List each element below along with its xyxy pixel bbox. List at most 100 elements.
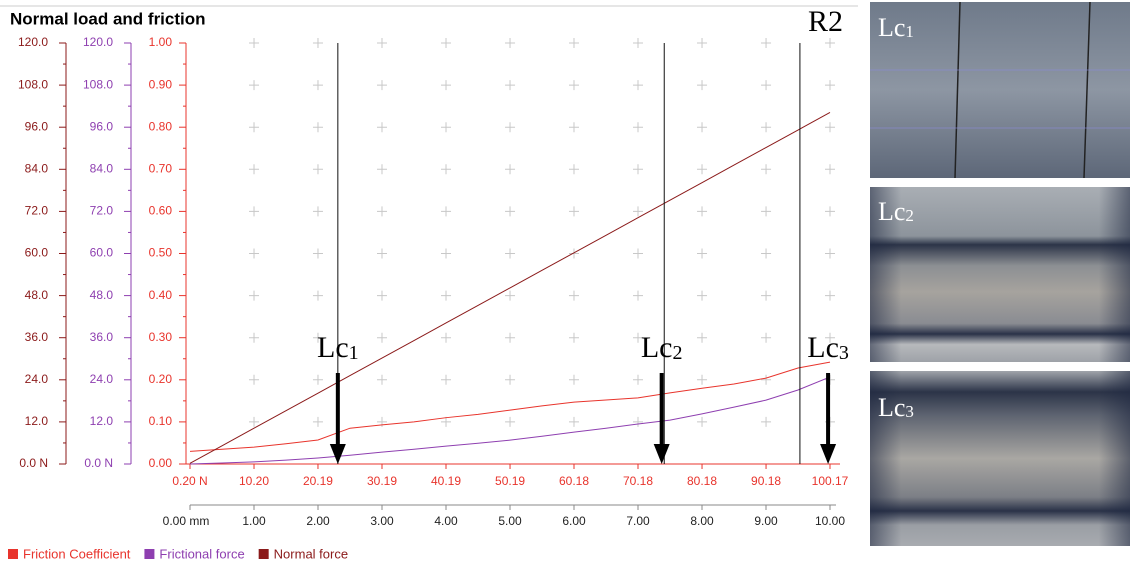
x-tick-label: 80.18: [687, 474, 717, 488]
annotation-sub: 2: [673, 342, 683, 364]
y-tick-label: 0.60: [149, 204, 173, 218]
grid-cross: [505, 164, 516, 175]
annotation-sub: 1: [349, 342, 359, 364]
y-tick-label: 0.0 N: [84, 456, 113, 470]
x-tick-label: 9.00: [754, 514, 778, 528]
x-tick-label: 40.19: [431, 474, 461, 488]
image-label-text: Lc: [878, 197, 905, 226]
grid-cross: [441, 332, 452, 343]
image-label-sub: 3: [905, 402, 914, 421]
grid-cross: [249, 416, 260, 427]
grid-cross: [312, 80, 323, 91]
grid-cross: [441, 416, 452, 427]
y-tick-label: 120.0: [83, 35, 113, 49]
y-tick-label: 84.0: [25, 161, 49, 175]
grid-cross: [249, 164, 260, 175]
legend-swatch: [258, 549, 269, 559]
annotation-text: Lc: [317, 331, 349, 364]
grid-cross: [376, 206, 387, 217]
grid-cross: [761, 332, 772, 343]
grid-cross: [441, 164, 452, 175]
y-tick-label: 96.0: [25, 119, 49, 133]
grid-cross: [441, 290, 452, 301]
legend-label: Frictional force: [159, 546, 244, 561]
grid-cross: [376, 374, 387, 385]
grid-cross: [825, 332, 835, 343]
annotation-arrowhead: [329, 444, 346, 464]
grid-cross: [376, 38, 387, 48]
y-tick-label: 84.0: [90, 161, 114, 175]
grid-cross: [249, 122, 260, 133]
y-tick-label: 0.0 N: [19, 456, 48, 470]
chart-subtitle: R2: [808, 5, 843, 38]
annotation-label: Lc1: [317, 331, 359, 364]
grid-cross: [633, 206, 644, 217]
series-line: [189, 112, 831, 464]
grid-cross: [761, 80, 772, 91]
grid-cross: [505, 248, 516, 259]
image-label: Lc1: [878, 13, 914, 42]
grid-cross: [568, 248, 579, 259]
grid-cross: [441, 206, 452, 217]
grid-cross: [697, 248, 708, 259]
x-tick-label: 3.00: [370, 514, 394, 528]
grid-cross: [376, 248, 387, 259]
x-tick-label: 60.18: [559, 474, 589, 488]
grid-cross: [376, 80, 387, 91]
grid-cross: [505, 332, 516, 343]
grid-cross: [312, 38, 323, 48]
grid-cross: [633, 164, 644, 175]
grid-cross: [697, 206, 708, 217]
x-tick-label: 7.00: [626, 514, 650, 528]
y-tick-label: 108.0: [18, 77, 48, 91]
grid-cross: [825, 38, 835, 48]
grid-cross: [761, 290, 772, 301]
x-tick-label: 1.00: [242, 514, 266, 528]
grid-cross: [697, 38, 708, 48]
legend-label: Normal force: [274, 546, 348, 561]
x-tick-label: 10.20: [239, 474, 269, 488]
y-tick-label: 0.20: [149, 372, 173, 386]
annotation-arrowhead: [820, 444, 837, 464]
y-tick-label: 48.0: [90, 288, 114, 302]
grid-cross: [441, 374, 452, 385]
grid-cross: [249, 80, 260, 91]
x-tick-label: 50.19: [495, 474, 525, 488]
grid-cross: [505, 290, 516, 301]
y-tick-label: 24.0: [25, 372, 49, 386]
image-label-text: Lc: [878, 13, 905, 42]
annotation-arrowhead: [653, 444, 670, 464]
y-tick-label: 24.0: [90, 372, 114, 386]
x-tick-label: 4.00: [434, 514, 458, 528]
grid-cross: [505, 80, 516, 91]
grid-cross: [568, 416, 579, 427]
legend-swatch: [144, 549, 155, 559]
grid-cross: [441, 80, 452, 91]
legend-label: Friction Coefficient: [23, 546, 131, 561]
grid-cross: [312, 332, 323, 343]
annotation-label: Lc2: [641, 331, 683, 364]
grid-cross: [505, 416, 516, 427]
grid-cross: [505, 206, 516, 217]
grid-cross: [633, 248, 644, 259]
annotation-text: Lc: [641, 331, 673, 364]
grid-cross: [761, 122, 772, 133]
grid-cross: [376, 290, 387, 301]
grid-cross: [568, 38, 579, 48]
grid-cross: [761, 248, 772, 259]
grid-cross: [568, 206, 579, 217]
x-tick-label: 2.00: [306, 514, 330, 528]
grid-cross: [249, 332, 260, 343]
y-tick-label: 48.0: [25, 288, 49, 302]
y-tick-label: 108.0: [83, 77, 113, 91]
x-tick-label: 20.19: [303, 474, 333, 488]
grid-cross: [312, 122, 323, 133]
grid-cross: [633, 80, 644, 91]
y-tick-label: 0.90: [149, 77, 173, 91]
y-tick-label: 96.0: [90, 119, 114, 133]
grid-cross: [825, 248, 835, 259]
grid-cross: [761, 206, 772, 217]
micrograph: Lc2: [870, 187, 1130, 362]
grid-cross: [249, 290, 260, 301]
